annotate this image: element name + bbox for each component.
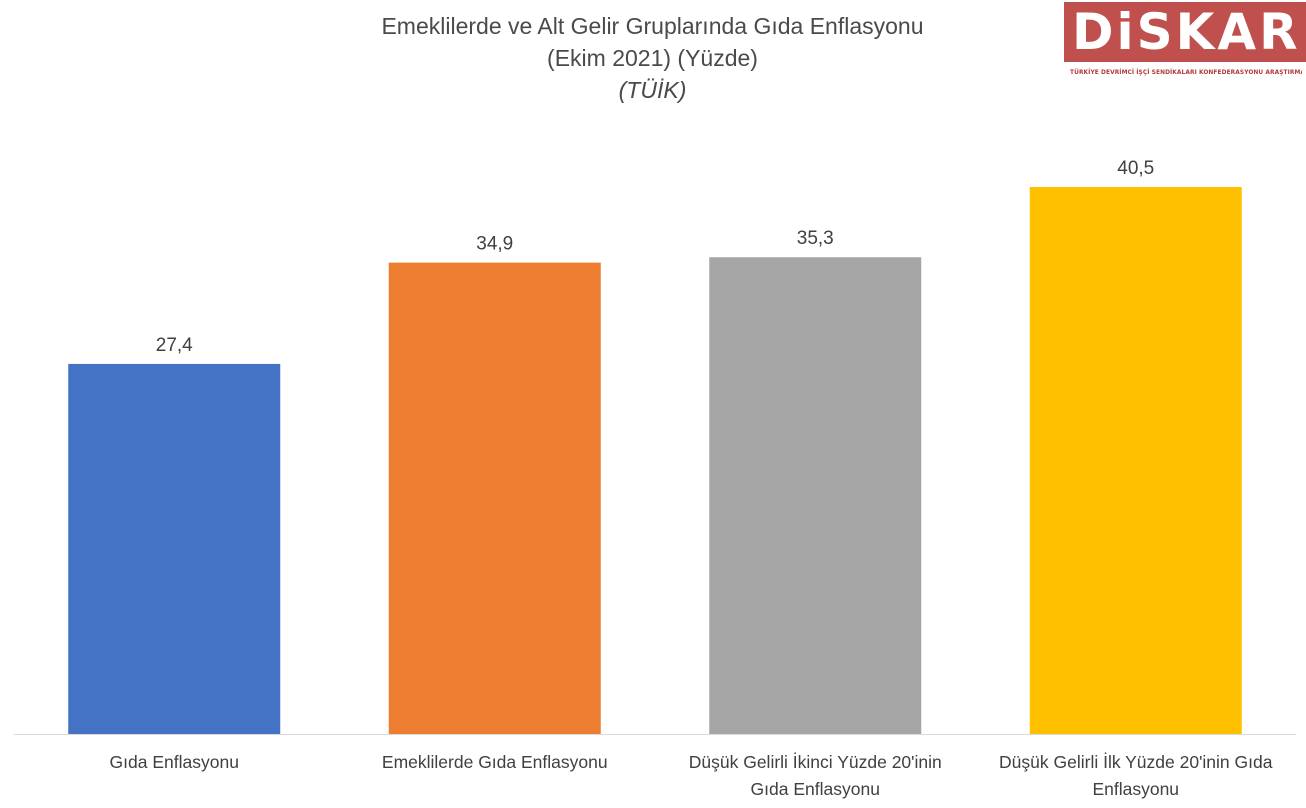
- category-label-line: Düşük Gelirli İlk Yüzde 20'inin Gıda: [999, 752, 1273, 772]
- category-label-line: Gıda Enflasyonu: [110, 752, 239, 772]
- logo-background: DiSKAR: [1064, 2, 1306, 62]
- bar-4: [1029, 187, 1242, 734]
- logo-text: DiSKAR: [1072, 3, 1301, 61]
- diskar-logo: DiSKAR TÜRKİYE DEVRİMCİ İŞÇİ SENDİKALARI…: [1064, 2, 1306, 86]
- chart-subtitle: (Ekim 2021) (Yüzde): [547, 45, 758, 71]
- bar-3: [709, 257, 922, 734]
- category-label-line: Enflasyonu: [1092, 779, 1179, 799]
- category-label-2: Emeklilerde Gıda Enflasyonu: [382, 752, 608, 772]
- category-label-line: Düşük Gelirli İkinci Yüzde 20'inin: [689, 752, 942, 772]
- chart-source: (TÜİK): [618, 77, 687, 103]
- bar-1: [68, 363, 281, 734]
- category-label-line: Gıda Enflasyonu: [751, 779, 880, 799]
- bar-2: [388, 262, 601, 734]
- logo-subtitle: TÜRKİYE DEVRİMCİ İŞÇİ SENDİKALARI KONFED…: [1070, 68, 1302, 76]
- bar-value-label-1: 27,4: [156, 335, 193, 356]
- bar-value-label-4: 40,5: [1117, 158, 1154, 179]
- bar-value-label-2: 34,9: [476, 234, 513, 255]
- chart-title-block: Emeklilerde ve Alt Gelir Gruplarında Gıd…: [250, 10, 1055, 106]
- category-label-4: Düşük Gelirli İlk Yüzde 20'inin Gıda Enfl…: [999, 752, 1273, 799]
- bar-value-label-3: 35,3: [797, 228, 834, 249]
- category-label-line: Emeklilerde Gıda Enflasyonu: [382, 752, 608, 772]
- category-label-1: Gıda Enflasyonu: [110, 752, 239, 772]
- category-label-3: Düşük Gelirli İkinci Yüzde 20'inin Gıda E…: [689, 752, 942, 799]
- chart-title: Emeklilerde ve Alt Gelir Gruplarında Gıd…: [381, 13, 924, 39]
